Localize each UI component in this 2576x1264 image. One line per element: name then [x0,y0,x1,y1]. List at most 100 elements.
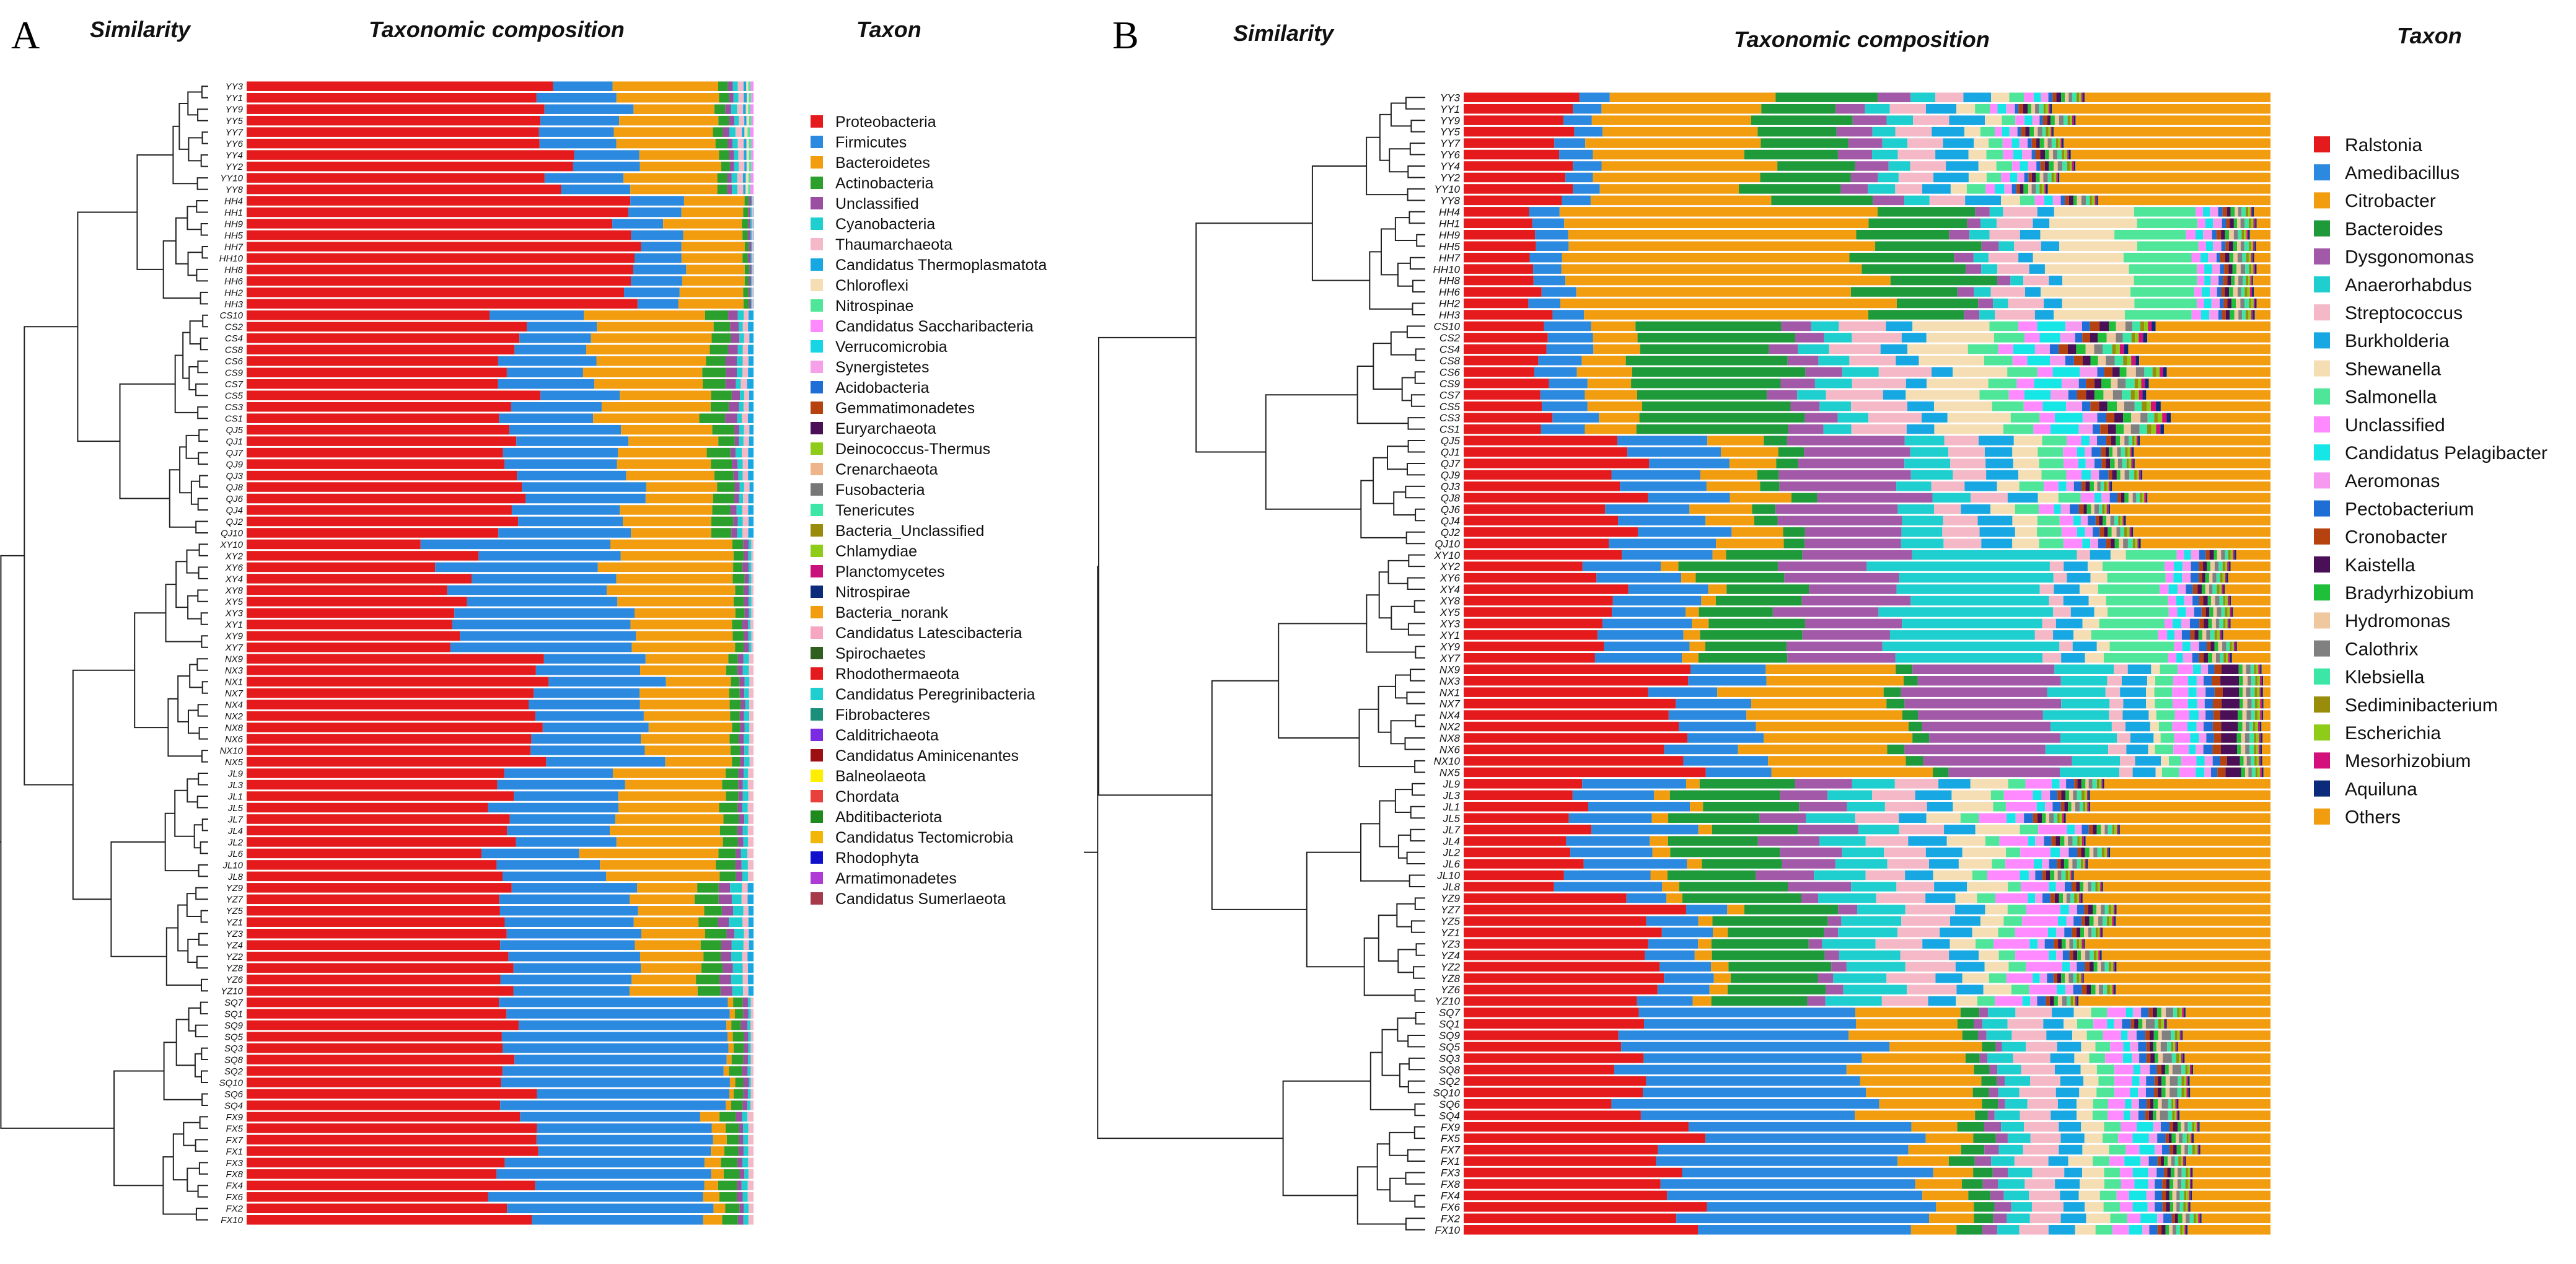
bar-segment-FX6-4 [736,1192,743,1202]
bar-segment-YY1-6 [738,92,744,103]
sample-label-FX9: FX9 [1441,1121,1461,1133]
sample-label-XY1: XY1 [225,620,243,630]
sample-label-HH1: HH1 [224,208,243,218]
bar-segment-YY4-1 [574,150,640,160]
bar-segment-NX9-17 [2242,664,2246,674]
bar-segment-YZ2-21 [2111,962,2114,972]
bar-segment-JL7-5 [1858,824,1899,835]
bar-segment-QJ7-15 [2106,459,2111,468]
bar-segment-HH5-12 [2213,241,2222,251]
bar-segment-HH9-0 [1464,230,1536,240]
bar-segment-XY8-5 [1910,595,2049,606]
bar-segment-FX1-11 [2124,1156,2141,1166]
bar-segment-FX8-20 [2185,1179,2188,1189]
legend-label-22: Planctomycetes [835,563,944,581]
bar-segment-YY8-14 [2065,195,2069,206]
legend-label-3: Actinobacteria [835,175,934,192]
bar-segment-YY7-2 [1585,138,1761,148]
bar-segment-YY6-2 [616,138,716,149]
bar-segment-XY6-20 [2220,573,2223,583]
bar-segment-JL10-0 [247,860,497,870]
bar-segment-XY10-16 [2213,550,2217,560]
bar-segment-QJ10-22 [2137,538,2139,548]
bar-segment-SQ6-19 [2168,1099,2172,1109]
bar-segment-NX9-15 [2222,664,2239,674]
bar-segment-NX8-15 [2221,733,2237,743]
bar-segment-NX5-6 [749,757,754,767]
bar-segment-HH8-1 [1533,275,1566,286]
dendrogram-branch [188,1007,201,1032]
sample-label-CS3: CS3 [225,402,244,413]
bar-segment-NX4-3 [1902,710,1919,720]
bar-segment-YZ10-2 [629,986,698,996]
bar-segment-SQ8-17 [2168,1064,2173,1075]
bar-segment-HH1-5 [1980,218,1997,229]
bar-segment-JL2-7 [1925,847,1963,858]
bar-segment-QJ6-5 [1897,504,1935,514]
bar-segment-NX1-6 [749,677,754,687]
bar-segment-FX10-19 [2176,1225,2181,1235]
bar-segment-FX9-23 [2198,1121,2200,1132]
bar-segment-YZ1-10 [2015,928,2048,937]
bar-segment-NX1-4 [1901,687,2047,697]
bar-segment-CS3-0 [1464,413,1553,423]
bar-segment-NX2-19 [2249,721,2253,732]
bar-segment-YY2-1 [573,161,640,172]
bar-segment-QJ7-3 [706,447,731,458]
dendrogram-branch [198,1162,208,1175]
bar-segment-YY7-6 [735,127,742,137]
bar-segment-QJ6-13 [2070,504,2079,514]
bar-segment-CS4-4 [1769,344,1798,354]
bar-segment-NX5-19 [2251,767,2256,778]
bar-segment-XY6-18 [2212,573,2217,583]
bar-segment-YZ4-6 [1900,950,1950,960]
bar-segment-HH1-4 [748,207,751,217]
bar-segment-YY5-6 [1895,126,1932,137]
bar-segment-HH5-4 [747,230,751,240]
bar-segment-CS6-13 [2097,367,2104,377]
bar-segment-HH9-15 [2221,230,2225,240]
legend-label-4: Dysgonomonas [2345,247,2474,268]
bar-segment-CS6-15 [2112,367,2120,377]
bar-segment-HH10-20 [2249,264,2252,274]
bar-segment-JL9-8 [1970,779,2008,789]
legend-label-10: Unclassified [2345,415,2445,436]
bar-segment-JL5-0 [1464,813,1569,823]
bar-segment-XY3-17 [2212,618,2216,629]
bar-segment-XY3-6 [751,608,754,618]
bar-segment-YY5-1 [1574,126,1603,137]
bar-segment-JL10-22 [2070,870,2073,880]
bar-segment-HH10-13 [2220,264,2225,274]
bar-segment-JL8-19 [2091,882,2096,892]
bar-segment-XY3-7 [2055,618,2083,629]
bar-segment-XY7-7 [2061,653,2085,663]
bar-segment-NX2-16 [2238,721,2243,732]
legend-swatch-38 [811,892,823,905]
bar-segment-FX10-20 [2180,1225,2183,1235]
bar-segment-CS9-3 [1631,378,1781,388]
bar-segment-YY10-0 [247,173,545,183]
bar-segment-JL6-3 [718,848,736,859]
dendrogram-branch [1407,417,1425,430]
sample-label-NX10: NX10 [219,745,243,756]
dendrogram-branch [201,1070,208,1083]
bar-segment-QJ10-23 [2139,538,2141,548]
dendrogram-branch [1405,531,1425,545]
bar-segment-QJ3-3 [1760,481,1780,491]
bar-segment-YZ8-16 [2061,973,2065,983]
bar-segment-CS8-0 [1464,356,1539,366]
bar-segment-HH4-21 [2248,207,2251,217]
bar-segment-YZ8-1 [513,963,641,973]
bar-segment-QJ1-1 [1627,447,1721,457]
bar-segment-YY4-9 [749,150,752,160]
bar-segment-JL5-0 [247,802,488,813]
bar-segment-HH5-3 [1875,241,1982,251]
bar-segment-QJ3-14 [2081,481,2086,491]
sample-label-QJ9: QJ9 [1441,470,1461,481]
bar-segment-HH10-6 [1997,264,2029,274]
bar-segment-CS5-21 [2147,401,2151,411]
dendrogram-branch [162,1156,196,1215]
sample-label-YZ4: YZ4 [226,941,243,951]
bar-segment-FX1-1 [538,1146,711,1156]
bar-segment-NX9-4 [737,654,744,664]
